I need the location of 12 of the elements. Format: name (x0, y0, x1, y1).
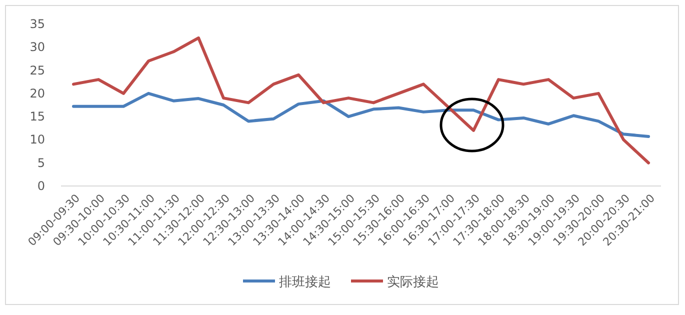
legend-label: 实际接起 (387, 275, 439, 290)
y-tick-label: 20 (30, 86, 45, 100)
y-tick-label: 30 (30, 40, 45, 54)
y-tick-label: 25 (30, 63, 45, 78)
y-tick-label: 5 (37, 156, 45, 170)
y-tick-label: 35 (30, 17, 45, 31)
line-series (72, 92, 650, 138)
legend-label: 排班接起 (279, 275, 331, 290)
y-tick-label: 10 (30, 132, 45, 147)
y-tick-label: 15 (30, 110, 45, 124)
y-tick-label: 0 (37, 179, 45, 193)
line-series (72, 36, 650, 164)
